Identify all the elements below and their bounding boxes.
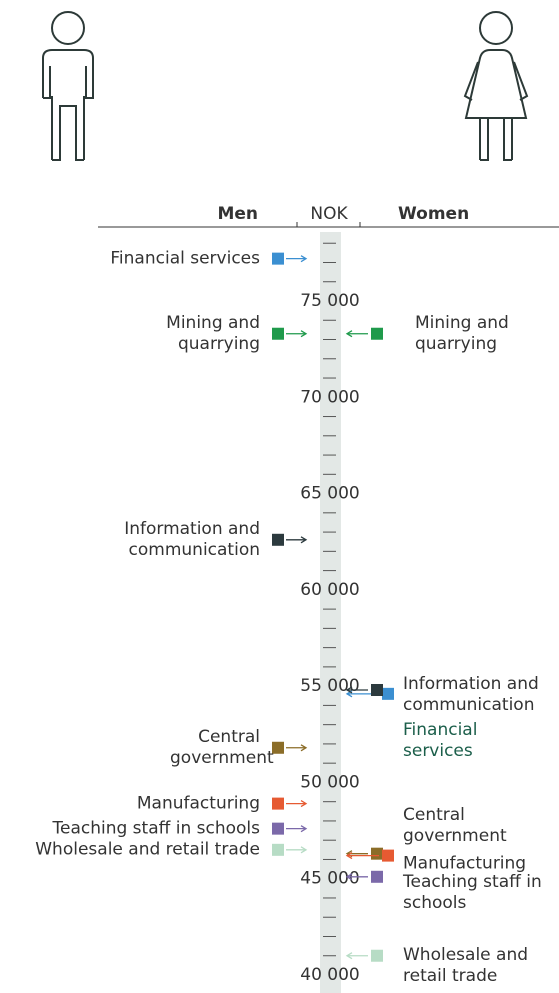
women-label: Manufacturing bbox=[403, 853, 527, 874]
men-marker bbox=[272, 533, 284, 546]
women-label: Financial services bbox=[403, 720, 478, 761]
arrow-head bbox=[345, 330, 353, 338]
women-label: Wholesale and retail trade bbox=[403, 945, 529, 986]
women-marker bbox=[382, 687, 394, 700]
y-tick-label: 65 000 bbox=[300, 484, 359, 504]
y-tick-label: 75 000 bbox=[300, 291, 359, 311]
women-label: Central government bbox=[403, 805, 507, 846]
men-marker bbox=[272, 797, 284, 810]
y-tick-label: 45 000 bbox=[300, 869, 359, 889]
women-label: Teaching staff in schools bbox=[403, 872, 542, 913]
y-tick-label: 70 000 bbox=[300, 387, 359, 407]
men-label: Mining and quarrying bbox=[166, 312, 260, 354]
men-marker bbox=[272, 843, 284, 856]
men-label: Financial services bbox=[110, 248, 260, 269]
men-label: Wholesale and retail trade bbox=[35, 839, 260, 860]
arrow-head bbox=[345, 952, 353, 960]
arrow-head bbox=[300, 536, 308, 544]
arrow-head bbox=[345, 686, 353, 694]
arrow-head bbox=[300, 800, 308, 808]
women-label: Mining and quarrying bbox=[415, 313, 509, 354]
women-header: Women bbox=[398, 204, 469, 224]
arrow-head bbox=[300, 825, 308, 833]
arrow-head bbox=[300, 330, 308, 338]
arrow-head bbox=[300, 846, 308, 854]
men-marker bbox=[272, 252, 284, 265]
women-marker bbox=[371, 847, 383, 860]
women-marker bbox=[382, 849, 394, 862]
y-tick-label: 40 000 bbox=[300, 965, 359, 985]
axis-strip bbox=[320, 232, 341, 993]
women-marker bbox=[371, 949, 383, 962]
arrow-head bbox=[345, 852, 353, 860]
arrow-head bbox=[300, 744, 308, 752]
men-label: Manufacturing bbox=[136, 793, 260, 814]
arrow-head bbox=[345, 873, 353, 881]
men-marker bbox=[272, 327, 284, 340]
women-marker bbox=[371, 683, 383, 696]
arrow-head bbox=[300, 255, 308, 263]
men-label: Information and communication bbox=[124, 518, 260, 560]
women-marker bbox=[371, 870, 383, 883]
men-marker bbox=[272, 822, 284, 835]
woman-icon bbox=[463, 11, 529, 161]
y-tick-label: 60 000 bbox=[300, 580, 359, 600]
women-marker bbox=[371, 327, 383, 340]
y-tick-label: 55 000 bbox=[300, 676, 359, 696]
man-icon bbox=[42, 11, 94, 161]
men-label: Central government bbox=[170, 726, 274, 768]
men-marker bbox=[272, 741, 284, 754]
women-label: Information and communication bbox=[403, 674, 539, 715]
nok-header: NOK bbox=[310, 204, 348, 224]
y-tick-label: 50 000 bbox=[300, 772, 359, 792]
men-label: Teaching staff in schools bbox=[52, 818, 260, 839]
men-header: Men bbox=[217, 204, 258, 224]
